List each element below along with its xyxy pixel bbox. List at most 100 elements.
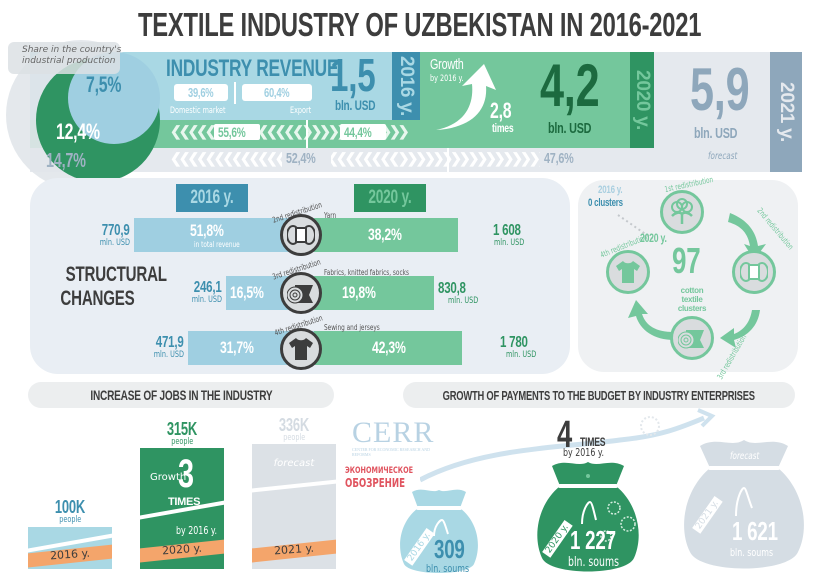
growth-label: Growth [430, 56, 464, 73]
payments-growth-unit: TIMES [580, 435, 606, 449]
domestic-2021-pct: 52,4% [282, 150, 332, 167]
sewing-category: Sewing and jerseys [324, 323, 380, 332]
money-bag-2020-icon [537, 462, 639, 572]
fabric-2020-value: 830,8 [438, 280, 466, 297]
share-2020-value: 12,4% [56, 119, 100, 144]
clusters-2020-value: 97 [672, 240, 701, 281]
divider [306, 120, 308, 148]
sewing-2016-value: 471,9 [156, 334, 184, 351]
cerr-logo: CERR [352, 416, 435, 449]
jobs-2021-value: 336K [278, 415, 310, 435]
revenue-2020-unit: bln. USD [548, 120, 592, 137]
payments-section-title: GROWTH OF PAYMENTS TO THE BUDGET BY INDU… [403, 382, 795, 408]
eco-review-logo-line1: ЭКОНОМИЧЕСКОЕ [345, 466, 414, 476]
revenue-2016-value: 1,5 [330, 49, 376, 101]
jobs-section-title: INCREASE OF JOBS IN THE INDUSTRY [28, 382, 334, 408]
yarn-2016-pct: 51,8% [190, 221, 224, 240]
bag-2021-value: 1 621 [732, 516, 778, 546]
trend-arrow-icon [420, 408, 716, 483]
sewing-2020-bar [314, 331, 462, 365]
share-label-bubble [8, 42, 120, 74]
export-label: Export [290, 106, 312, 116]
yarn-category: Yarn [324, 211, 337, 220]
fabric-2016-value: 246,1 [194, 279, 222, 296]
fabric-2016-pct: 16,5% [230, 283, 264, 302]
tshirt-icon [606, 250, 650, 294]
clusters-2016-value: 0 clusters [588, 197, 623, 209]
divider [447, 148, 449, 172]
revenue-2021-value: 5,9 [690, 56, 750, 123]
structural-year-2016: 2016 y. [176, 184, 248, 212]
sewing-2020-unit: mln. USD [506, 350, 537, 360]
fabric-roll-icon [670, 316, 714, 360]
payments-growth-sub: by 2016 y. [563, 446, 604, 459]
cotton-icon [660, 190, 704, 234]
growth-arrow-icon [436, 64, 496, 130]
revenue-2021-unit: bln. USD [694, 125, 738, 142]
year-tab-2016: 2016 y. [392, 52, 420, 120]
revenue-title: INDUSTRY REVENUE [166, 55, 339, 82]
growth-value: 2,8 [490, 98, 512, 123]
yarn-2020-unit: mln. USD [494, 238, 525, 248]
sewing-2016-unit: mln. USD [153, 350, 184, 360]
export-2021-pct: 47,6% [540, 150, 590, 167]
share-label: Share in the country's industrial produc… [22, 45, 122, 66]
growth-unit: times [492, 121, 514, 135]
fabric-2016-unit: mln. USD [191, 295, 222, 305]
export-2016-pill: 60,4% [242, 84, 312, 101]
fabric-2020-unit: mln. USD [448, 296, 479, 306]
yarn-icon [732, 250, 776, 294]
jobs-2020-value: 315K [166, 419, 198, 439]
yarn-2020-bar [314, 218, 458, 252]
jobs-2016-unit: people [59, 515, 81, 525]
bag-2016-value: 309 [434, 534, 465, 564]
yarn-2020-pct: 38,2% [368, 225, 402, 244]
jobs-2020-unit: people [171, 437, 193, 447]
eco-review-logo-line2: ОБОЗРЕНИЕ [345, 476, 406, 490]
yarn-2016-value: 770,9 [102, 222, 130, 239]
revenue-2016-unit: bln. USD [335, 97, 376, 113]
bag-2021-note: forecast [730, 451, 760, 462]
share-2021-value: 14,7% [46, 150, 86, 172]
divider [234, 82, 236, 104]
fabric-2020-bar [314, 276, 434, 310]
clusters-2020-year: 2020 y. [640, 231, 667, 245]
money-bag-2021-icon [684, 440, 804, 569]
clusters-description: cotton textile clusters [677, 286, 707, 313]
chevron-arrows-icon: ❮❮❮❮❮❮❮❮❮❮❮❮❮❮❮❮❮❮❮❮❮❮❮❮❮❮ ❯❯❯❯❯❯❯❯❯❯❯❯❯… [170, 150, 558, 166]
page-title: TEXTILE INDUSTRY OF UZBEKISTAN IN 2016-2… [138, 6, 702, 43]
clusters-2016-year: 2016 y. [598, 184, 623, 196]
year-tab-2020: 2020 y. [630, 52, 654, 148]
structural-title: STRUCTURAL CHANGES [60, 263, 167, 310]
year-tab-2021: 2021 y. [770, 52, 802, 172]
cerr-subtitle: CENTER FOR ECONOMIC RESEARCH AND REFORMS [352, 447, 431, 457]
payments-growth-value: 4 [557, 414, 573, 456]
forecast-note: forecast [708, 151, 738, 162]
bag-2020-value: 1 227 [570, 525, 616, 555]
sewing-2020-value: 1 780 [500, 334, 528, 351]
bag-2016-unit: bln. soums [426, 562, 470, 575]
bag-2020-unit: bln. soums [568, 555, 619, 570]
jobs-2020-bar: Growth 3 TIMES by 2016 y. 2020 y. [140, 448, 224, 569]
yarn-2020-value: 1 608 [493, 222, 521, 239]
jobs-2016-bar: 2016 y. [28, 527, 112, 569]
fabric-2020-pct: 19,8% [342, 283, 376, 302]
domestic-2016-pill: 39,6% [174, 84, 228, 101]
export-2020-pct: 44,4% [340, 124, 387, 140]
yarn-2016-note: in total revenue [194, 240, 240, 249]
bag-2021-unit: bln. soums [730, 546, 774, 559]
jobs-2016-value: 100K [54, 497, 86, 517]
growth-sub: by 2016 y. [430, 74, 464, 84]
fabric-roll-icon [280, 272, 322, 314]
sewing-2016-pct: 31,7% [220, 338, 254, 357]
domestic-market-label: Domestic market [170, 106, 226, 116]
cluster-cycle-arrows-icon [617, 213, 766, 348]
share-2016-value: 7,5% [86, 72, 122, 97]
structural-year-2020: 2020 y. [354, 184, 426, 212]
jobs-2021-bar: forecast 2021 y. [252, 444, 336, 569]
domestic-2020-pct: 55,6% [214, 124, 261, 140]
yarn-icon [280, 214, 322, 256]
revenue-2020-value: 4,2 [540, 52, 600, 119]
revenue-2020-band [420, 52, 650, 148]
sewing-2020-pct: 42,3% [372, 338, 406, 357]
